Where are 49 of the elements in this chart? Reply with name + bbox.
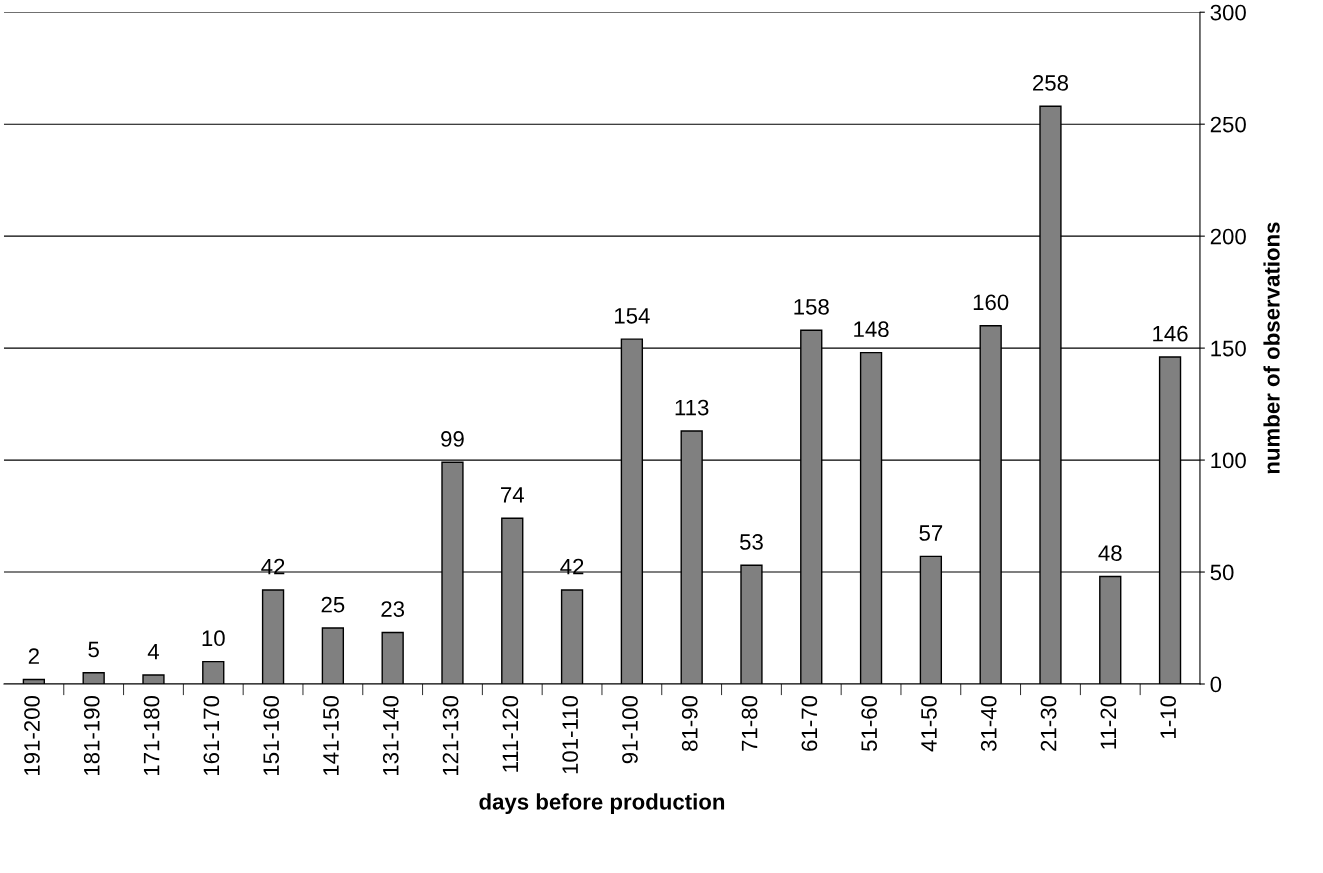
x-tick-label: 111-120 (502, 695, 519, 772)
x-tick-label: 101-110 (562, 695, 579, 774)
y-tick-label: 100 (1211, 452, 1246, 469)
data-label: 48 (1098, 545, 1122, 562)
y-axis-title: number of observations (1263, 222, 1280, 474)
x-tick-label: 11-20 (1100, 695, 1117, 749)
x-tick-label: 61-70 (801, 695, 818, 751)
x-tick-label: 161-170 (203, 695, 220, 775)
data-label: 160 (973, 294, 1009, 311)
x-tick-label: 71-80 (741, 695, 758, 751)
data-label: 23 (381, 601, 405, 617)
data-label: 158 (794, 298, 829, 315)
y-tick-label: 200 (1210, 228, 1246, 245)
data-label: 42 (261, 558, 285, 575)
y-tick-label: 150 (1211, 340, 1246, 357)
data-label: 25 (321, 596, 345, 613)
x-tick-label: 31-40 (980, 695, 997, 752)
data-label: 2 (28, 648, 39, 664)
data-label: 5 (88, 641, 99, 658)
data-label: 53 (740, 534, 763, 550)
x-tick-label: 141-150 (323, 695, 339, 775)
data-label: 146 (1153, 325, 1188, 342)
data-label: 57 (919, 525, 943, 541)
y-tick-label: 250 (1210, 116, 1246, 133)
data-label: 4 (147, 644, 159, 660)
x-tick-label: 181-190 (83, 695, 100, 775)
x-tick-label: 121-130 (442, 695, 459, 775)
x-tick-label: 41-50 (921, 695, 937, 752)
y-tick-label: 300 (1210, 4, 1246, 21)
x-tick-label: 21-30 (1040, 695, 1057, 751)
x-tick-label: 191-200 (24, 695, 40, 775)
data-label: 10 (202, 630, 225, 647)
data-label: 148 (854, 321, 889, 338)
x-tick-label: 1-10 (1160, 695, 1177, 738)
data-label: 74 (501, 487, 524, 503)
data-label: 154 (615, 308, 650, 324)
x-tick-label: 171-180 (143, 695, 160, 775)
x-tick-label: 131-140 (382, 695, 399, 775)
data-label: 99 (441, 431, 464, 447)
x-tick-label: 81-90 (681, 695, 698, 751)
x-tick-label: 51-60 (861, 695, 878, 752)
data-label: 42 (560, 558, 584, 575)
data-label: 258 (1033, 75, 1069, 91)
data-label: 113 (675, 399, 709, 416)
x-tick-label: 91-100 (622, 695, 638, 764)
x-tick-label: 151-160 (263, 695, 280, 775)
y-tick-label: 0 (1210, 676, 1222, 693)
y-tick-label: 50 (1210, 564, 1234, 581)
x-axis-title: days before production (479, 793, 725, 815)
